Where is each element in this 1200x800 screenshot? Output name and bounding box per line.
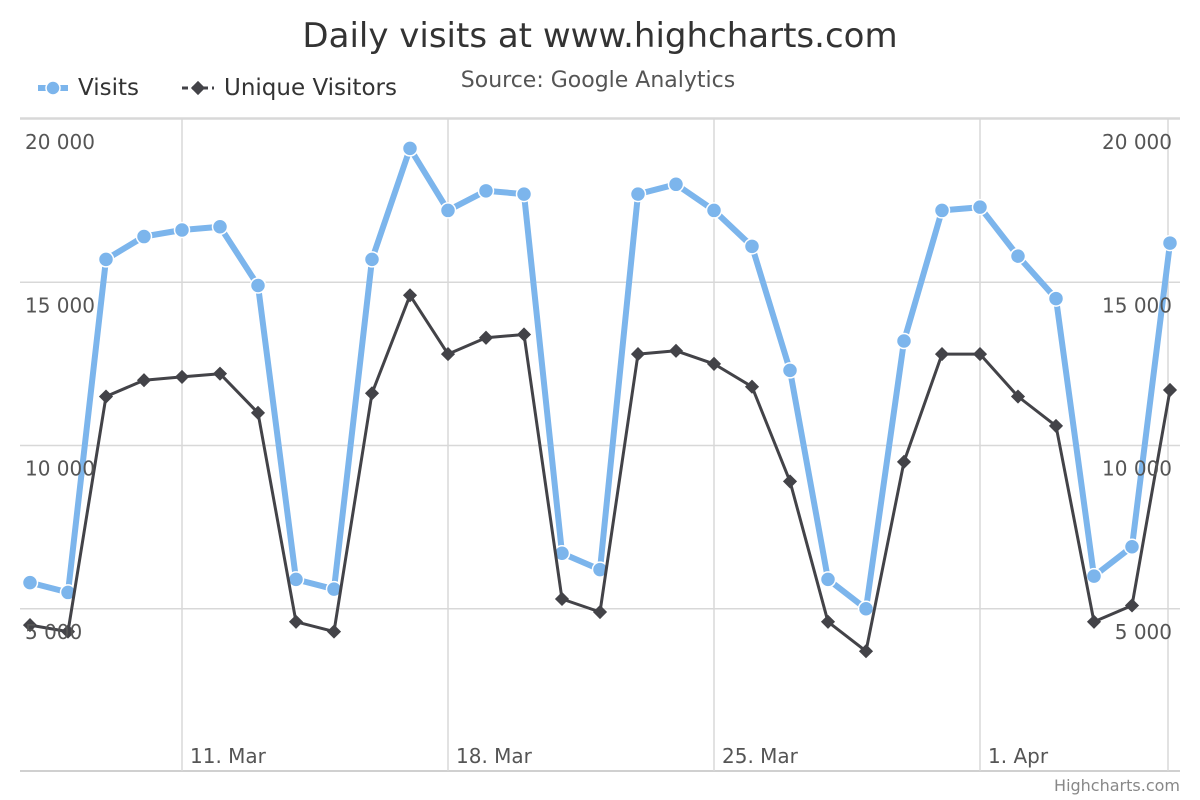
data-point-diamond: [744, 379, 760, 394]
y-tick-label-left: 15 000: [25, 293, 95, 317]
data-point-diamond: [972, 347, 988, 362]
data-point-circle: [743, 238, 761, 255]
data-point-circle: [971, 198, 989, 216]
data-point-diamond: [288, 614, 304, 629]
y-tick-label-right: 15 000: [1102, 293, 1172, 317]
data-point-diamond: [630, 347, 646, 362]
data-point-diamond: [60, 624, 76, 639]
data-point-circle: [781, 362, 799, 379]
data-point-diamond: [858, 644, 874, 659]
data-point-circle: [401, 140, 419, 157]
series-layer: [21, 140, 1179, 659]
data-point-circle: [439, 202, 457, 219]
legend-item-visits[interactable]: Visits: [38, 75, 139, 101]
data-point-diamond: [1086, 614, 1102, 629]
x-tick-label: 25. Mar: [722, 744, 799, 768]
data-point-diamond: [1162, 382, 1178, 398]
series-visits: [21, 140, 1179, 617]
data-point-circle: [97, 251, 115, 268]
data-point-circle: [857, 600, 875, 617]
y-tick-label-left: 5 000: [25, 620, 82, 644]
data-point-circle: [629, 185, 647, 203]
data-point-circle: [895, 332, 913, 350]
data-point-circle: [933, 202, 951, 219]
chart-title: Daily visits at www.highcharts.com: [302, 16, 897, 56]
data-point-circle: [249, 277, 267, 294]
data-point-circle: [1085, 567, 1103, 585]
data-point-diamond: [592, 604, 608, 620]
x-tick-label: 1. Apr: [988, 744, 1049, 768]
legend: Visits Unique Visitors: [38, 75, 397, 101]
x-tick-label: 18. Mar: [456, 744, 533, 768]
y-tick-label-left: 10 000: [25, 457, 95, 481]
data-point-diamond: [1010, 389, 1026, 404]
data-point-circle: [1009, 247, 1027, 265]
data-point-circle: [135, 228, 153, 245]
data-point-diamond: [174, 369, 190, 385]
data-point-diamond: [212, 366, 228, 381]
data-point-diamond: [554, 591, 570, 607]
data-point-circle: [667, 176, 685, 193]
credits-link[interactable]: Highcharts.com: [1054, 776, 1180, 795]
data-point-diamond: [516, 327, 532, 342]
data-point-diamond: [364, 386, 380, 401]
data-point-diamond: [326, 624, 342, 639]
series-line: [27, 145, 1173, 612]
x-tick-label: 11. Mar: [190, 744, 267, 768]
series-unique-visitors: [22, 288, 1178, 659]
data-point-diamond: [1048, 418, 1064, 433]
y-tick-label-right: 5 000: [1115, 620, 1172, 644]
data-point-diamond: [896, 454, 912, 469]
data-point-circle: [1161, 234, 1179, 252]
data-point-circle: [1123, 538, 1141, 555]
y-tick-label-left: 20 000: [25, 130, 95, 154]
gridlines: [20, 117, 1180, 772]
axis-labels: 5 000 5 000 10 000 10 000 15 000 15 000 20 000…: [25, 130, 1172, 768]
chart-subtitle: Source: Google Analytics: [461, 68, 735, 93]
data-point-circle: [705, 202, 723, 219]
data-point-diamond: [820, 614, 836, 629]
series-line: [28, 293, 1172, 653]
legend-label-visits: Visits: [78, 75, 139, 101]
data-point-circle: [515, 185, 533, 203]
data-point-circle: [173, 221, 191, 239]
data-point-diamond: [478, 330, 494, 345]
data-point-diamond: [668, 343, 684, 358]
data-point-circle: [1047, 290, 1065, 307]
data-point-circle: [363, 251, 381, 268]
data-point-diamond: [136, 373, 152, 388]
data-point-diamond: [934, 347, 950, 362]
y-tick-label-right: 20 000: [1102, 130, 1172, 154]
legend-label-unique-visitors: Unique Visitors: [224, 75, 397, 101]
data-point-diamond: [402, 288, 418, 303]
data-point-diamond: [250, 405, 266, 420]
data-point-diamond: [22, 618, 38, 633]
data-point-circle: [21, 574, 39, 591]
data-point-diamond: [440, 347, 456, 362]
y-tick-label-right: 10 000: [1102, 457, 1172, 481]
data-point-diamond: [1124, 598, 1140, 613]
data-point-diamond: [782, 474, 798, 489]
data-point-diamond: [98, 389, 114, 404]
data-point-circle: [211, 218, 229, 235]
data-point-diamond: [706, 356, 722, 371]
data-point-circle: [819, 571, 837, 588]
data-point-circle: [477, 182, 495, 200]
legend-item-unique-visitors[interactable]: Unique Visitors: [182, 75, 397, 101]
